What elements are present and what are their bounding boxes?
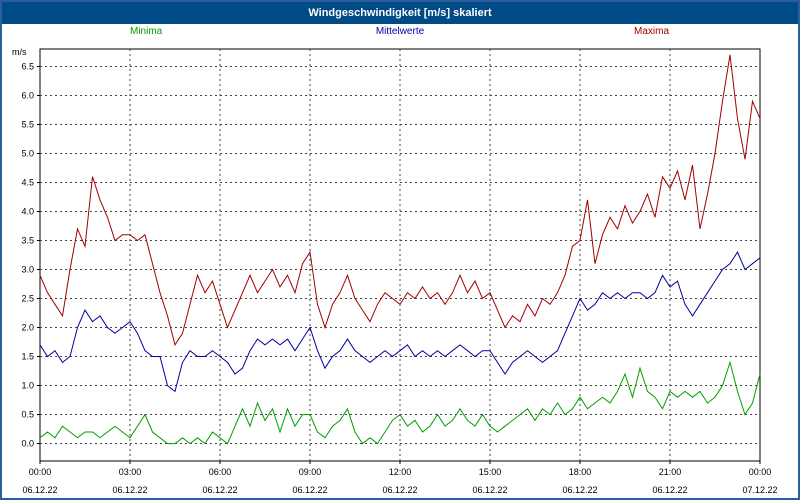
chart-svg: 0.0 0.5 1.0 1.5 2.0 2.5 3.0 3.5 4.0 4.5 5.0 5.5 6.0 6… [12, 47, 778, 495]
y-tick-label: 4.5 [21, 177, 34, 187]
series-line-mittelwerte [39, 251, 761, 393]
x-date-label: 06.12.22 [472, 485, 507, 495]
y-tick-label: 5.5 [21, 119, 34, 129]
legend-maxima: Maxima [634, 26, 670, 37]
y-tick-label: 3.5 [21, 235, 34, 245]
x-date-label: 06.12.22 [202, 485, 237, 495]
y-tick-label: 1.5 [21, 352, 34, 362]
x-date-label: 06.12.22 [22, 485, 57, 495]
series-line-minima [39, 360, 761, 445]
x-tick-label: 12:00 [389, 467, 412, 477]
y-tick-label: 4.0 [21, 206, 34, 216]
x-tick-label: 03:00 [119, 467, 142, 477]
window-title: Windgeschwindigkeit [m/s] skaliert [2, 2, 798, 24]
y-tick-label: 6.5 [21, 61, 34, 71]
y-axis-unit-label: m/s [12, 47, 27, 57]
y-tick-label: 6.0 [21, 90, 34, 100]
y-tick-label: 0.0 [21, 439, 34, 449]
x-date-label: 06.12.22 [562, 485, 597, 495]
y-tick-label: 1.0 [21, 381, 34, 391]
y-tick-label: 0.5 [21, 410, 34, 420]
chart-legend: Minima Mittelwerte Maxima [2, 24, 798, 41]
x-tick-label: 00:00 [749, 467, 772, 477]
legend-mittelwerte: Mittelwerte [375, 26, 425, 37]
series-line-maxima [39, 54, 761, 347]
x-tick-label: 06:00 [209, 467, 232, 477]
x-tick-label: 09:00 [299, 467, 322, 477]
y-tick-label: 2.0 [21, 323, 34, 333]
x-date-label: 06.12.22 [112, 485, 147, 495]
x-tick-label: 21:00 [659, 467, 682, 477]
x-date-label: 06.12.22 [292, 485, 327, 495]
x-tick-label: 18:00 [569, 467, 592, 477]
y-tick-label: 3.0 [21, 265, 34, 275]
x-date-label: 06.12.22 [382, 485, 417, 495]
legend-minima: Minima [130, 26, 163, 37]
x-tick-label: 15:00 [479, 467, 502, 477]
x-date-label: 07.12.22 [742, 485, 777, 495]
y-tick-label: 5.0 [21, 148, 34, 158]
y-tick-label: 2.5 [21, 294, 34, 304]
x-date-label: 06.12.22 [652, 485, 687, 495]
x-tick-label: 00:00 [29, 467, 52, 477]
